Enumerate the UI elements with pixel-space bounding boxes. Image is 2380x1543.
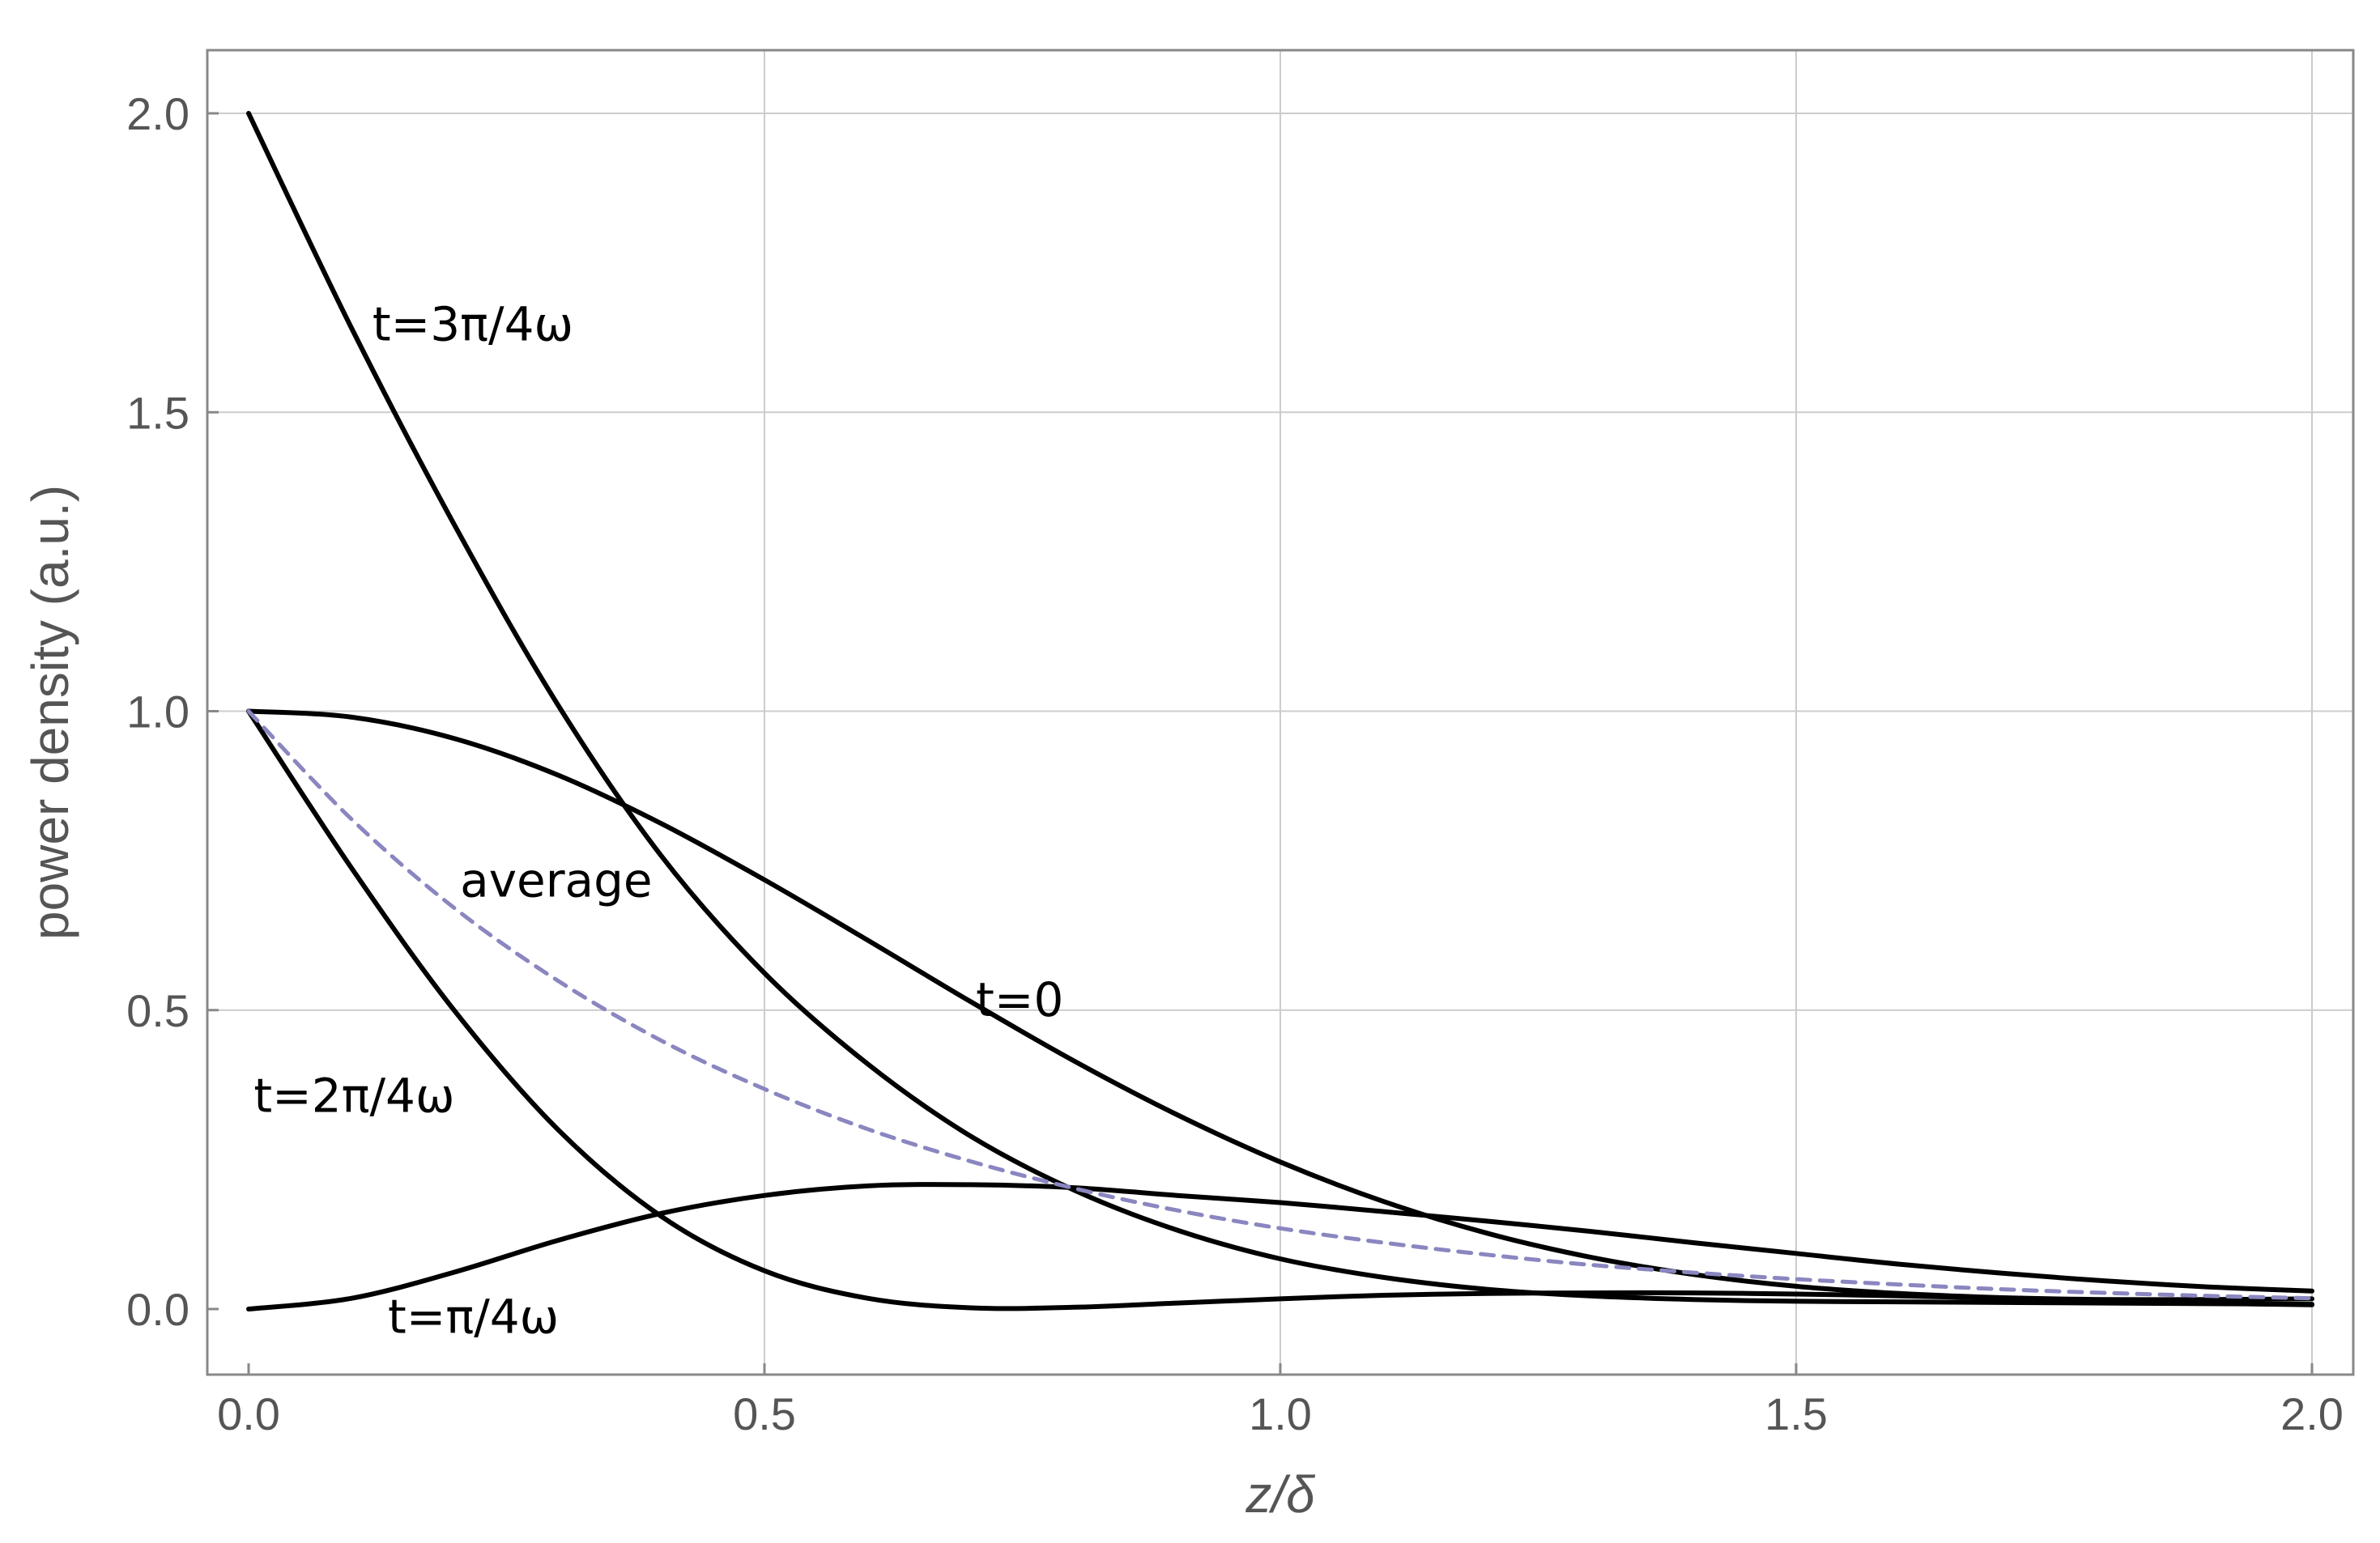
series-line-t3: [246, 111, 2314, 1307]
y-tick-label-0: 0.0: [126, 1284, 189, 1335]
annotation-1: average: [460, 852, 652, 908]
annotation-2: t=0: [976, 972, 1063, 1027]
y-tick-label-3: 1.5: [126, 387, 189, 438]
y-tick-label-2: 1.0: [126, 686, 189, 737]
x-tick-label-3: 1.5: [1765, 1388, 1828, 1439]
x-tick-label-0: 0.0: [217, 1388, 280, 1439]
grid-lines: [207, 50, 2353, 1375]
x-tick-label-2: 1.0: [1249, 1388, 1312, 1439]
series-line-t2: [246, 708, 2314, 1311]
x-axis-label: z/δ: [1245, 1465, 1316, 1524]
x-tick-label-4: 2.0: [2280, 1388, 2344, 1439]
series-line-average: [246, 709, 2314, 1301]
series-lines: [246, 111, 2314, 1311]
annotation-4: t=π/4ω: [388, 1290, 559, 1345]
y-tick-label-4: 2.0: [126, 88, 189, 139]
y-tick-label-1: 0.5: [126, 985, 189, 1036]
tick-labels: 0.0 0.5 1.0 1.5 2.0 0.0 0.5 1.0 1.5 2.0: [126, 88, 2344, 1439]
series-line-t1: [246, 1182, 2314, 1311]
curve-annotations: t=3π/4ω average t=0 t=2π/4ω t=π/4ω: [253, 297, 1063, 1345]
annotation-3: t=2π/4ω: [253, 1068, 454, 1123]
y-axis-label: power density (a.u.): [21, 485, 79, 940]
x-tick-label-1: 0.5: [733, 1388, 796, 1439]
annotation-0: t=3π/4ω: [373, 297, 573, 352]
